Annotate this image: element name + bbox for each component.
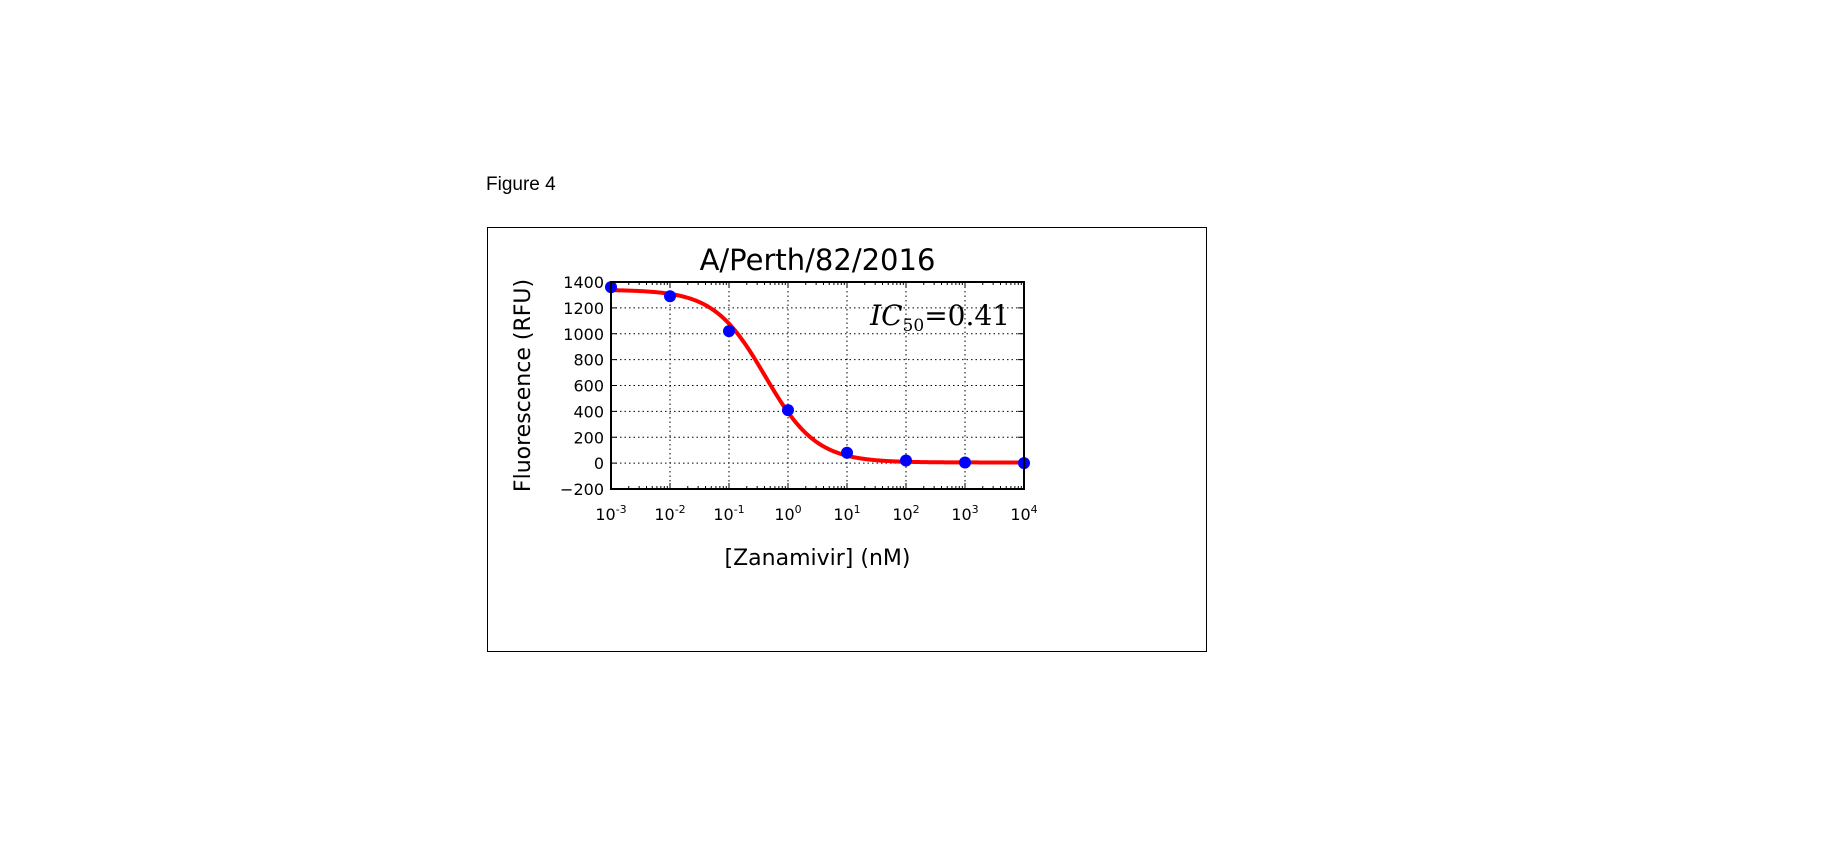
x-tick-label: 10-1	[713, 503, 744, 524]
y-tick-label: 1400	[563, 273, 604, 292]
x-tick-label: 102	[892, 503, 919, 524]
y-tick-label: 1000	[563, 325, 604, 344]
chart-title: A/Perth/82/2016	[700, 243, 936, 277]
x-tick-label: 10-2	[654, 503, 685, 524]
y-tick-label: 200	[573, 428, 604, 447]
ic50-annotation: IC50=0.41	[869, 299, 1010, 336]
ic50-annotation-sub: 50	[903, 316, 925, 336]
fit-curve	[610, 288, 1025, 465]
plot-area-frame	[610, 281, 1025, 490]
data-point	[900, 454, 912, 467]
y-tick-label: 400	[573, 402, 604, 421]
x-tick-labels: 10-3 10-2 10-1 100 101 102 103 104	[595, 503, 1037, 524]
data-point	[664, 290, 676, 303]
y-tick-label: 600	[573, 377, 604, 396]
y-axis-label: Fluorescence (RFU)	[511, 279, 536, 492]
y-tick-label: −200	[560, 480, 604, 499]
x-tick-label: 101	[833, 503, 860, 524]
data-point	[782, 404, 794, 417]
x-axis-label: [Zanamivir] (nM)	[725, 546, 911, 571]
ic50-annotation-value: =0.41	[924, 299, 1010, 332]
x-tick-label: 10-3	[595, 503, 626, 524]
x-tick-label: 100	[774, 503, 801, 524]
y-tick-labels: −200 0 200 400 600 800 1000 1200 1400	[560, 273, 604, 499]
figure-caption: Figure 4	[486, 174, 556, 195]
fit-curve-layer	[610, 288, 1025, 465]
x-tick-label: 104	[1010, 503, 1037, 524]
data-point	[723, 325, 735, 338]
ic50-annotation-main: IC	[869, 299, 902, 332]
y-tick-label: 1200	[563, 299, 604, 318]
data-point	[959, 456, 971, 469]
x-tick-label: 103	[951, 503, 978, 524]
y-tick-label: 0	[594, 454, 604, 473]
y-tick-label: 800	[573, 351, 604, 370]
data-points	[605, 281, 1030, 470]
figure-frame: −200 0 200 400 600 800 1000 1200 1400 10-3 10-2 10…	[487, 227, 1207, 652]
data-point	[841, 446, 853, 459]
